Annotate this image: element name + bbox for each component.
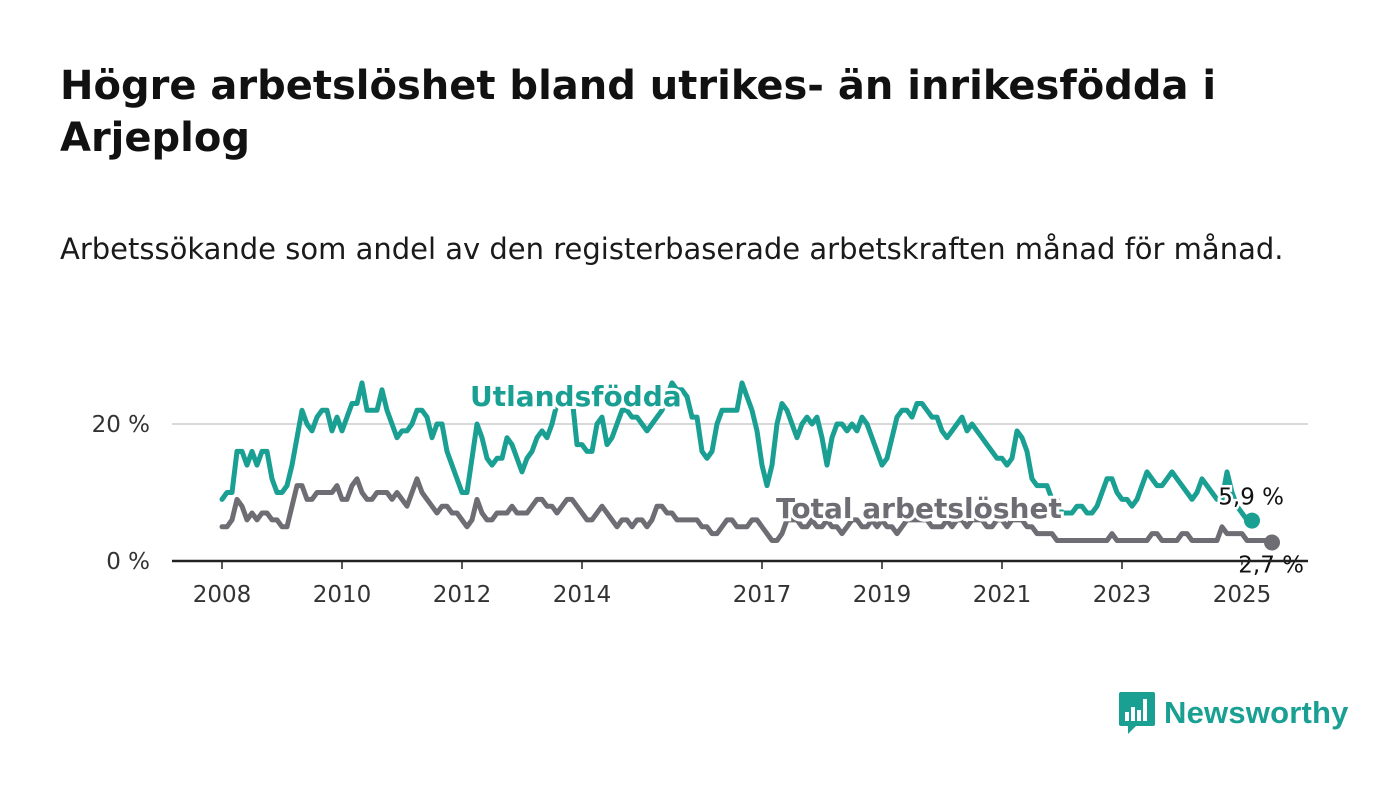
series-end-label: 2,7 % xyxy=(1238,553,1304,579)
series-label-utlandsfodda: Utlandsfödda xyxy=(470,380,682,413)
x-tick-label: 2010 xyxy=(313,582,372,608)
series-line-utlandsfodda xyxy=(219,380,1255,523)
x-tick-label: 2023 xyxy=(1093,582,1152,608)
series-label-total: Total arbetslöshet xyxy=(776,492,1062,525)
series-end-dot xyxy=(1244,512,1260,529)
y-tick-label: 20 % xyxy=(92,412,150,438)
series-end-dot xyxy=(1264,534,1280,551)
brand-name: Newsworthy xyxy=(1164,695,1349,730)
series-end-label: 5,9 % xyxy=(1218,485,1284,511)
brand-logo: Newsworthy xyxy=(1118,690,1349,736)
chart-title: Högre arbetslöshet bland utrikes- än inr… xyxy=(60,63,1217,161)
x-tick-label: 2017 xyxy=(733,582,792,608)
newsworthy-logo-icon xyxy=(1119,692,1155,734)
x-tick-label: 2019 xyxy=(853,582,912,608)
x-tick-label: 2008 xyxy=(193,582,252,608)
x-tick-label: 2014 xyxy=(553,582,612,608)
x-tick-label: 2012 xyxy=(433,582,492,608)
x-tick-label: 2025 xyxy=(1213,582,1272,608)
x-tick-label: 2021 xyxy=(973,582,1032,608)
chart-subtitle: Arbetssökande som andel av den registerb… xyxy=(60,232,1284,266)
y-tick-label: 0 % xyxy=(106,549,150,575)
series-line-total xyxy=(219,476,1275,543)
